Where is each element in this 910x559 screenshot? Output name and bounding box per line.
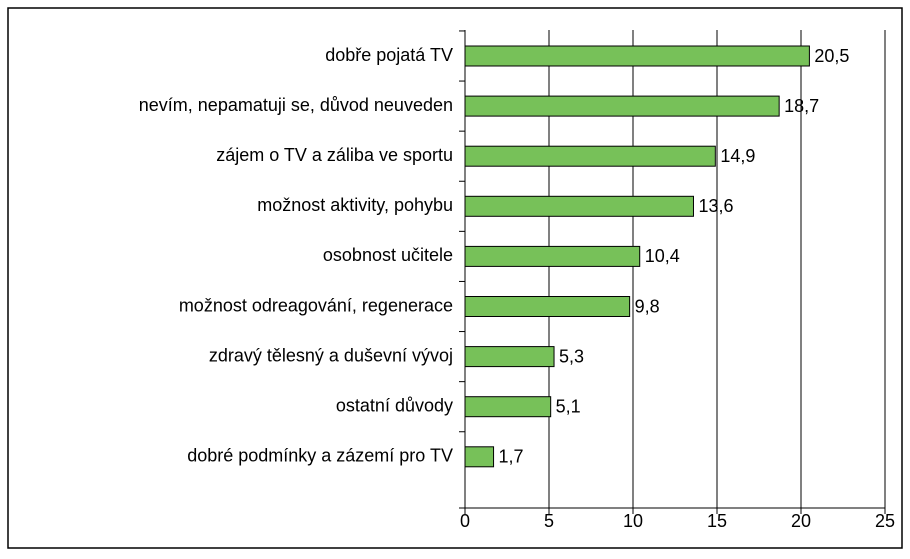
y-tick-label: dobré podmínky a zázemí pro TV bbox=[187, 446, 453, 466]
bar bbox=[464, 45, 810, 67]
y-tick-label: možnost odreagování, regenerace bbox=[179, 295, 453, 315]
data-label: 5,1 bbox=[556, 396, 581, 416]
data-label: 1,7 bbox=[499, 447, 524, 467]
x-tick-label: 0 bbox=[460, 511, 470, 531]
data-label: 9,8 bbox=[635, 296, 660, 316]
y-tick-label: možnost aktivity, pohybu bbox=[257, 195, 453, 215]
y-tick-label: zájem o TV a záliba ve sportu bbox=[216, 145, 453, 165]
bar bbox=[464, 396, 552, 418]
x-tick-label: 15 bbox=[707, 511, 727, 531]
data-label: 5,3 bbox=[559, 346, 584, 366]
x-tick-label: 25 bbox=[875, 511, 895, 531]
x-tick-label: 5 bbox=[544, 511, 554, 531]
bar bbox=[464, 346, 555, 368]
x-tick-label: 20 bbox=[791, 511, 811, 531]
y-tick-label: dobře pojatá TV bbox=[325, 45, 453, 65]
bar bbox=[464, 195, 694, 217]
data-label: 13,6 bbox=[698, 196, 733, 216]
bar bbox=[464, 446, 495, 468]
bar bbox=[464, 296, 631, 317]
y-tick-label: osobnost učitele bbox=[323, 245, 453, 265]
bar bbox=[464, 245, 641, 267]
bar bbox=[464, 95, 780, 117]
data-label: 18,7 bbox=[784, 96, 819, 116]
data-label: 10,4 bbox=[645, 246, 680, 266]
chart-border bbox=[7, 7, 903, 549]
data-label: 14,9 bbox=[720, 146, 755, 166]
bar bbox=[464, 145, 716, 167]
y-tick-label: zdravý tělesný a duševní vývoj bbox=[209, 345, 453, 365]
x-tick-label: 10 bbox=[623, 511, 643, 531]
data-label: 20,5 bbox=[814, 46, 849, 66]
y-tick-label: ostatní důvody bbox=[336, 395, 453, 415]
y-tick-label: nevím, nepamatuji se, důvod neuveden bbox=[139, 95, 453, 115]
